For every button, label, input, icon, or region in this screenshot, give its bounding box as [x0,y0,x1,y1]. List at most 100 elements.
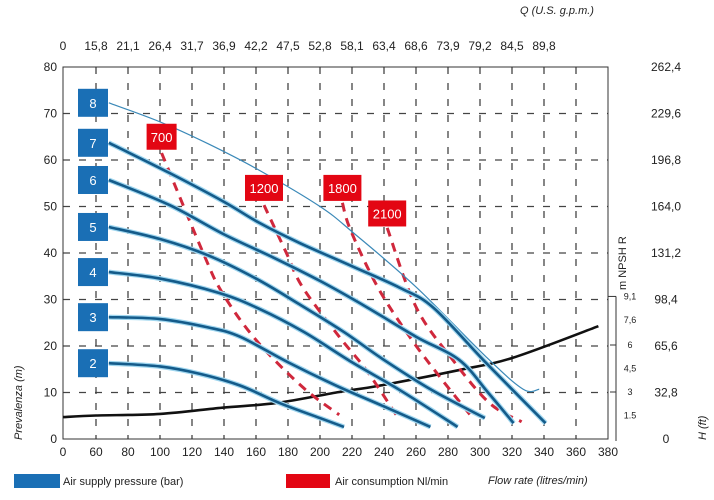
x-axis-title: Flow rate (litres/min) [488,475,588,487]
legend-label-pressure: Air supply pressure (bar) [63,476,183,488]
plot-frame [62,66,609,440]
y-tick-label: 50 [44,200,58,214]
pressure-curve-3 [108,315,431,429]
pressure-label-box [78,88,108,117]
y-tick-label: 10 [44,386,58,400]
pressure-curve-halo [107,177,516,425]
y-tick-label: 70 [44,107,58,121]
y2-tick-label: 262,4 [651,60,681,74]
air-label: 1200 [250,181,279,196]
pressure-curve-7 [108,141,547,425]
x-tick-label: 220 [342,445,362,459]
npsh-tick-label: 4,5 [624,364,637,374]
legend-swatch-pressure [14,474,60,488]
x2-tick-label: 26,4 [148,39,172,53]
pressure-label: 5 [89,220,96,235]
npsh-tick-label: 9,1 [624,291,637,301]
x2-tick-label: 42,2 [244,39,268,53]
pressure-curve-8 [108,102,540,393]
y2-tick-label: 32,8 [654,386,678,400]
y-axis-title: Prevalenza (m) [13,365,25,440]
pressure-label-box [78,258,108,287]
pressure-curve-2 [108,361,345,429]
x2-tick-label: 47,5 [276,39,300,53]
air-label-box [245,174,283,201]
x-tick-label: 60 [89,445,103,459]
pressure-label: 3 [89,310,96,325]
y-tick-label: 40 [44,246,58,260]
x-tick-label: 200 [310,445,330,459]
x2-tick-label: 15,8 [84,39,108,53]
legend-label-air: Air consumption Nl/min [335,476,448,488]
pressure-label: 6 [89,173,96,188]
x2-tick-label: 79,2 [468,39,492,53]
pressure-label: 8 [89,96,96,111]
air-label-box [323,174,362,201]
x-tick-label: 160 [246,445,266,459]
x2-tick-label: 63,4 [372,39,396,53]
pressure-label: 7 [89,136,96,151]
y2-tick-label: 0 [663,432,670,446]
air-label: 1800 [328,181,357,196]
npsh-curve [62,324,599,419]
x2-tick-label: 68,6 [404,39,428,53]
labels: 8 7 6 5 4 3 2 700 1200 1800 2100 [78,88,407,378]
x-tick-label: 140 [214,445,234,459]
x2-tick-label: 84,5 [500,39,524,53]
npsh-tick-label: 1.5 [624,411,637,421]
x-tick-label: 360 [566,445,586,459]
pressure-label-box [78,349,108,378]
x-tick-label: 300 [470,445,490,459]
npsh-tick-label: 3 [627,387,632,397]
y-tick-label: 80 [44,60,58,74]
x2-tick-label: 21,1 [116,39,140,53]
x2-tick-label: 36,9 [212,39,236,53]
y2-tick-label: 229,6 [651,107,681,121]
x2-tick-label: 52,8 [308,39,332,53]
pressure-label-box [78,212,108,241]
x2-tick-label: 0 [60,39,67,53]
air-label-box [146,123,177,150]
x-tick-label: 340 [534,445,554,459]
x-tick-label: 180 [278,445,298,459]
y-tick-label: 60 [44,153,58,167]
air-consumption-curve-1800 [340,202,474,419]
npsh-tick-label: 7,6 [624,315,637,325]
npsh-tick-label: 6 [627,340,632,350]
x2-tick-label: 73,9 [436,39,460,53]
x2-tick-label: 31,7 [180,39,204,53]
pressure-label-box [78,128,108,157]
y-tick-label: 0 [50,432,57,446]
air-label: 700 [151,130,173,145]
y2-tick-label: 131,2 [651,246,681,260]
legend: Air supply pressure (bar) Air consumptio… [14,474,448,488]
pressure-label-box [78,165,108,194]
axes: 0 60 80 100 120 140 160 180 200 220 240 260 280 300 32… [44,39,682,459]
x-tick-label: 280 [438,445,458,459]
air-consumption-curve-700 [160,152,341,417]
x-tick-label: 0 [60,445,67,459]
pressure-label-box [78,303,108,332]
y-tick-label: 20 [44,339,58,353]
x-tick-label: 80 [121,445,135,459]
y2-tick-label: 196,8 [651,153,681,167]
x2-axis-title: Q (U.S. g.p.m.) [520,5,594,17]
air-label: 2100 [373,206,402,221]
pressure-curve-5 [108,225,486,420]
pressure-curve-halo [108,314,432,430]
x-tick-label: 240 [374,445,394,459]
x-tick-label: 120 [182,445,202,459]
y2-axis-title: H (ft) [697,415,709,440]
legend-swatch-air [286,474,330,488]
y2-tick-label: 98,4 [654,293,678,307]
x-tick-label: 260 [406,445,426,459]
npsh-axis-title: m NPSH R [617,236,629,290]
x-tick-label: 380 [598,445,618,459]
y2-tick-label: 164,0 [651,200,681,214]
x-tick-label: 100 [150,445,170,459]
x-tick-label: 320 [502,445,522,459]
y-tick-label: 30 [44,293,58,307]
x2-tick-label: 89,8 [532,39,556,53]
pressure-curve-4 [108,270,459,429]
